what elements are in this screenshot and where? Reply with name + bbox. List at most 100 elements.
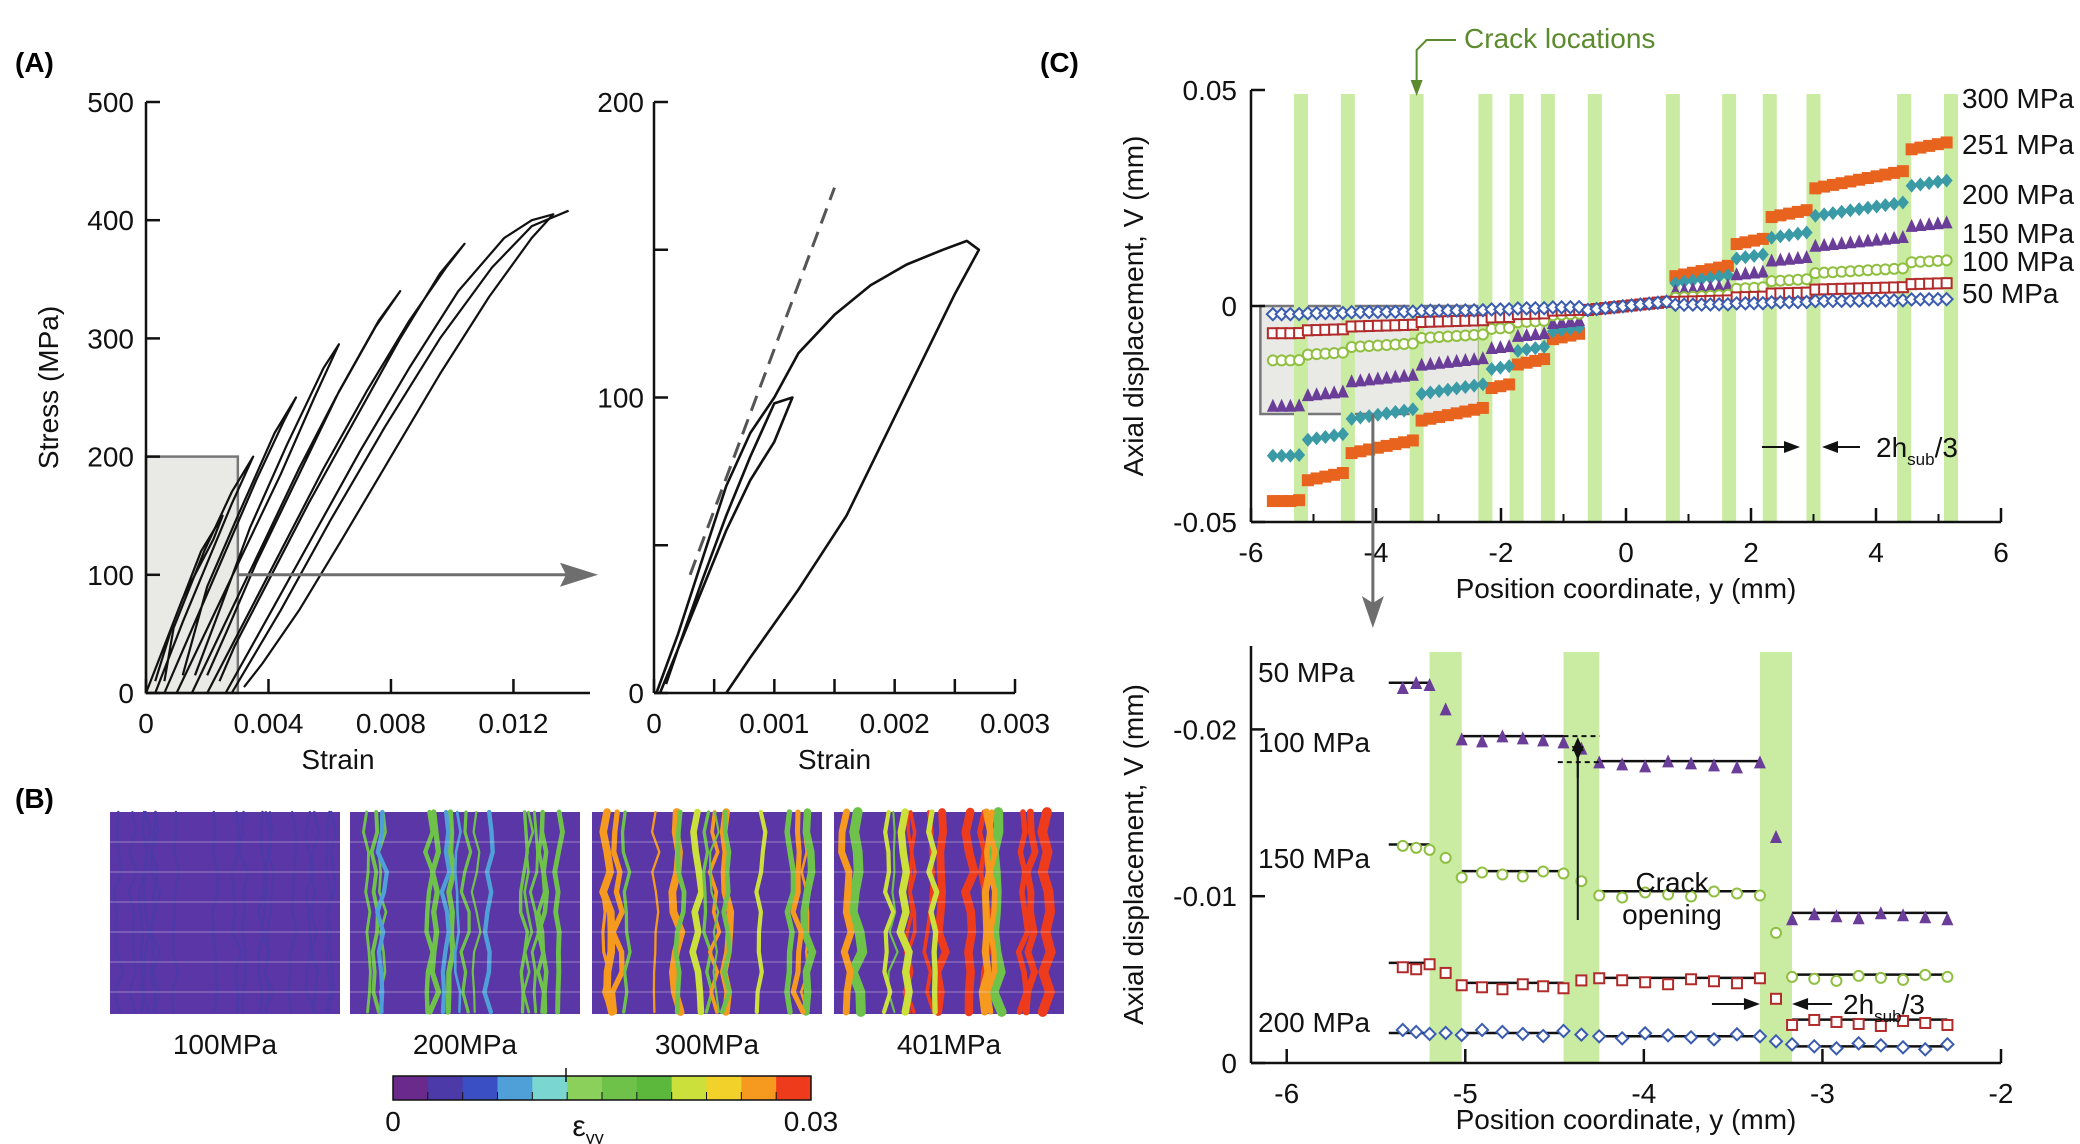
loop-curve	[658, 396, 794, 694]
data-point	[1765, 230, 1778, 245]
colorbar-swatch	[462, 1076, 498, 1100]
strain-band	[257, 810, 269, 1014]
x-tick-label: -2	[1489, 537, 1514, 568]
data-point	[1808, 972, 1821, 985]
y-tick-label: 100	[87, 560, 134, 591]
data-point	[1753, 755, 1766, 769]
colorbar-symbol: ε	[572, 1110, 585, 1143]
data-point	[1835, 236, 1848, 250]
data-point	[1398, 403, 1411, 418]
data-point	[1455, 732, 1468, 746]
strain-band	[984, 809, 998, 1015]
data-point	[1336, 384, 1349, 398]
data-point	[1800, 273, 1813, 286]
zoom-arrow-head	[1361, 596, 1384, 628]
y-tick-label: -0.02	[1173, 714, 1237, 745]
data-point	[1730, 977, 1743, 990]
data-point	[1494, 360, 1507, 375]
data-point	[1438, 1025, 1454, 1041]
strain-band	[881, 809, 896, 1015]
series-label: 50 MPa	[1962, 278, 2059, 309]
strain-band	[925, 809, 940, 1015]
series-label: 100 MPa	[1258, 727, 1370, 758]
data-point	[1591, 1028, 1607, 1044]
data-point	[1874, 906, 1887, 920]
colorbar-label: εyy	[572, 1110, 603, 1144]
data-point	[1770, 992, 1782, 1005]
data-point	[1852, 911, 1865, 925]
data-point	[1371, 371, 1384, 385]
data-point	[1441, 354, 1454, 368]
data-point	[1537, 733, 1550, 747]
y-tick-label: 300	[87, 323, 134, 354]
data-point	[1537, 980, 1550, 993]
data-point	[1422, 1026, 1437, 1042]
data-point	[1861, 200, 1874, 215]
data-point	[1844, 235, 1857, 249]
data-point	[1396, 839, 1409, 852]
data-point	[1905, 218, 1918, 232]
spacing-suffix: /3	[1935, 432, 1958, 463]
data-point	[1538, 326, 1551, 340]
data-point	[1895, 1039, 1911, 1055]
crack-locations-arrowhead	[1410, 80, 1423, 96]
data-point	[1639, 759, 1652, 773]
data-point	[1593, 972, 1606, 985]
crack-band	[1944, 94, 1958, 522]
data-point	[1398, 368, 1411, 382]
data-point	[1753, 972, 1766, 985]
strain-band	[470, 810, 482, 1014]
strain-band	[237, 810, 250, 1014]
data-point	[1774, 252, 1787, 266]
data-point	[1897, 1014, 1910, 1027]
data-point	[1614, 1030, 1630, 1046]
colorbar-swatch	[393, 1076, 429, 1100]
strain-band	[599, 808, 616, 1016]
data-point	[1669, 276, 1682, 291]
data-point	[1730, 267, 1743, 281]
strain-band	[933, 808, 950, 1016]
x-tick-label: -3	[1810, 1078, 1835, 1109]
data-point	[1786, 1018, 1799, 1031]
data-point	[1410, 676, 1423, 690]
colorbar-swatch	[497, 1076, 533, 1100]
loop-curve	[224, 213, 555, 694]
series-50-mpa	[1388, 1022, 1955, 1057]
data-point	[1870, 232, 1883, 246]
data-point	[1861, 233, 1874, 247]
panel-label-a: (A)	[15, 47, 54, 78]
data-point	[1941, 1018, 1954, 1031]
data-point	[1826, 237, 1839, 251]
data-point	[1888, 230, 1901, 244]
data-point	[1537, 865, 1550, 878]
data-point	[1616, 757, 1629, 771]
data-point	[1516, 731, 1529, 745]
data-point	[1496, 983, 1509, 996]
strain-band	[453, 810, 462, 1014]
strain-band	[230, 810, 243, 1014]
spacing-arrowhead-right	[1822, 441, 1838, 453]
data-point	[1896, 165, 1909, 178]
x-tick-label: 2	[1743, 537, 1759, 568]
data-point	[1511, 343, 1524, 358]
x-tick-label: 0.003	[980, 708, 1050, 739]
data-point	[1830, 1015, 1843, 1028]
data-point	[1879, 198, 1892, 213]
data-point	[1495, 1024, 1510, 1040]
data-point	[1721, 268, 1734, 283]
data-point	[1931, 216, 1944, 230]
series-50-mpa	[1265, 291, 1955, 322]
data-point	[1538, 339, 1551, 354]
data-point	[1851, 1035, 1867, 1051]
data-point	[1708, 975, 1721, 988]
y-tick-label: 200	[87, 442, 134, 473]
colorbar-swatch	[567, 1076, 603, 1100]
data-point	[1476, 981, 1489, 994]
loop-curve	[655, 239, 981, 694]
data-point	[1704, 270, 1717, 285]
data-point	[1941, 912, 1954, 926]
data-point	[1575, 875, 1588, 888]
x-tick-label: 0.012	[478, 708, 548, 739]
y-tick-label: 100	[597, 383, 644, 414]
data-point	[1616, 974, 1629, 987]
